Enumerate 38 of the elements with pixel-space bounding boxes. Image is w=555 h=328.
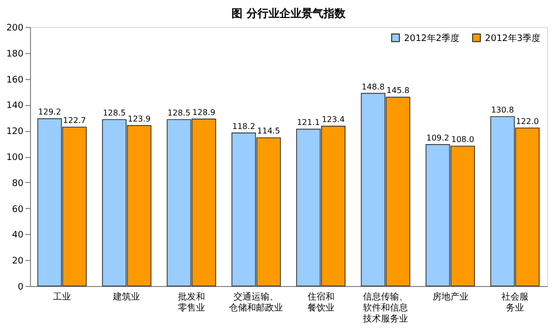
y-tick-label: 120 — [6, 127, 24, 138]
legend-label: 2012年2季度 — [404, 32, 460, 44]
data-label: 128.5 — [102, 108, 126, 118]
x-tick-label: 批发和零售业 — [178, 292, 205, 314]
data-label: 114.5 — [257, 126, 280, 136]
data-label: 123.4 — [322, 115, 345, 124]
y-tick-label: 200 — [6, 24, 24, 34]
y-tick-label: 180 — [6, 49, 24, 60]
y-tick-label: 20 — [12, 256, 24, 267]
data-label: 130.8 — [491, 106, 514, 115]
data-label: 129.2 — [38, 108, 62, 117]
y-tick-label: 0 — [18, 282, 24, 292]
y-tick-label: 80 — [12, 178, 24, 189]
y-tick-label: 40 — [12, 230, 24, 241]
data-label: 128.9 — [192, 108, 216, 118]
y-tick-label: 140 — [6, 101, 24, 112]
data-label: 121.1 — [296, 118, 320, 128]
data-label: 122.7 — [63, 116, 86, 126]
data-label: 122.0 — [516, 117, 539, 126]
data-label: 123.9 — [128, 114, 151, 124]
x-tick-label: 交通运输、仓储和邮政业 — [229, 292, 284, 314]
data-label: 109.2 — [426, 134, 450, 143]
x-tick-label: 社会服务业 — [501, 292, 528, 314]
data-label: 145.8 — [386, 86, 410, 96]
y-tick-label: 60 — [12, 204, 24, 215]
data-label: 128.5 — [168, 108, 190, 118]
x-tick-label: 工业 — [53, 292, 72, 302]
data-label: 118.2 — [232, 122, 256, 131]
x-tick-label: 住宿和餐饮业 — [307, 292, 334, 314]
data-label: 148.8 — [362, 82, 385, 92]
y-tick-label: 160 — [6, 75, 24, 86]
x-tick-label: 信息传输、软件和信息技术服务业 — [362, 292, 408, 324]
x-tick-label: 房地产业 — [432, 292, 468, 302]
x-tick-label: 建筑业 — [112, 292, 140, 302]
legend-label: 2012年3季度 — [485, 32, 541, 44]
y-tick-label: 100 — [6, 153, 24, 163]
chart-title: 图 分行业企业景气指数 — [232, 7, 346, 20]
data-label: 108.0 — [451, 135, 474, 144]
